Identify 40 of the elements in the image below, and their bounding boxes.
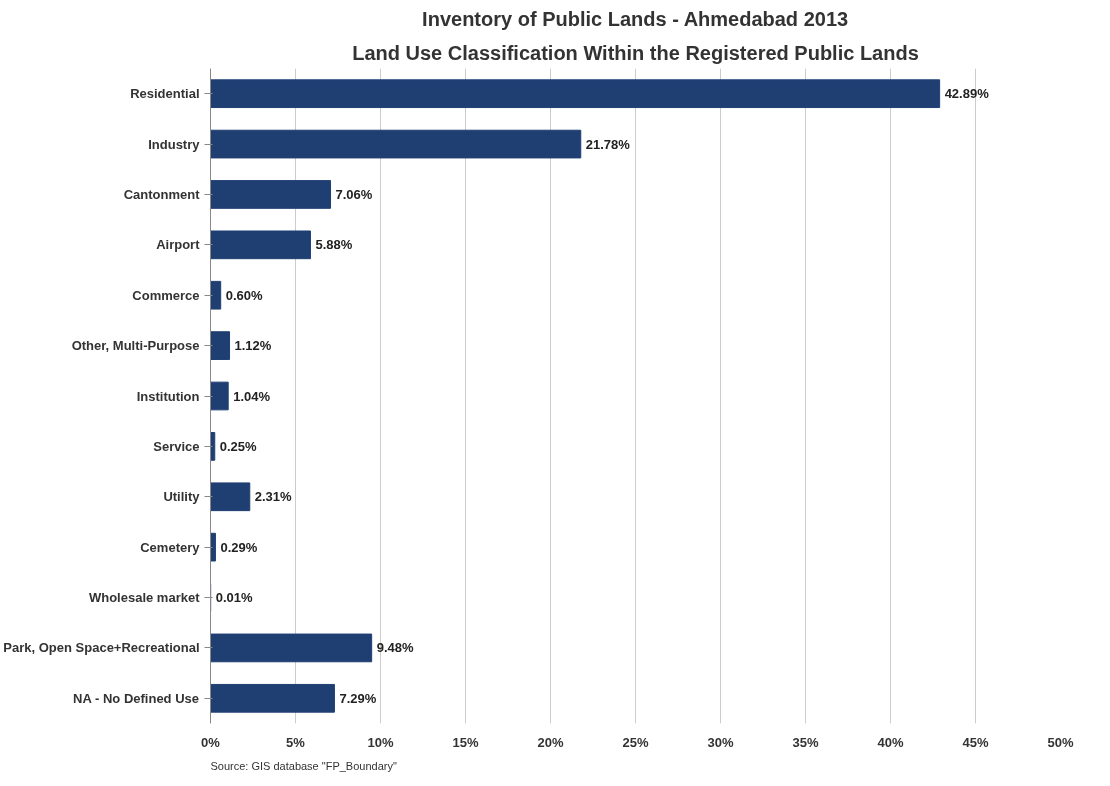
y-tick-label: Utility [163, 489, 201, 505]
x-tick-label: 30% [707, 734, 734, 750]
data-label: 21.78% [585, 136, 631, 152]
x-tick-label: 45% [962, 734, 989, 750]
data-label: 0.60% [225, 287, 263, 303]
y-tick-label: Park, Open Space+Recreational [3, 640, 200, 656]
data-label: 0.25% [219, 438, 258, 454]
y-tick-label: Cemetery [140, 539, 201, 555]
y-tick-label: Residential [130, 86, 200, 102]
y-tick-label: Industry [148, 136, 201, 152]
data-label: 7.29% [339, 690, 377, 706]
data-label: 1.12% [234, 338, 272, 354]
x-tick-label: 0% [201, 734, 221, 750]
y-tick-label: Other, Multi-Purpose [71, 338, 200, 354]
chart-title: Inventory of Public Lands - Ahmedabad 2013 [422, 7, 849, 30]
y-tick-label: NA - No Defined Use [73, 690, 200, 706]
x-tick-label: 50% [1047, 734, 1074, 750]
x-tick-label: 15% [452, 734, 479, 750]
data-label: 5.88% [315, 237, 353, 253]
y-tick-label: Service [153, 438, 200, 454]
x-tick-label: 5% [286, 734, 306, 750]
y-tick-label: Airport [156, 237, 201, 253]
source-note: Source: GIS database "FP_Boundary" [210, 759, 397, 772]
data-label: 42.89% [944, 86, 990, 102]
data-label: 9.48% [376, 640, 414, 656]
y-tick-label: Cantonment [123, 186, 201, 202]
data-label: 0.01% [215, 590, 253, 606]
y-tick-label: Commerce [132, 287, 200, 303]
x-tick-label: 25% [622, 734, 649, 750]
data-label: 2.31% [254, 489, 293, 505]
data-label: 1.04% [233, 388, 271, 404]
chart-subtitle: Land Use Classification Within the Registered Public Lands [352, 41, 919, 64]
y-tick-label: Institution [136, 388, 200, 404]
data-label: 0.29% [220, 539, 258, 555]
x-tick-label: 40% [877, 734, 904, 750]
data-label: 7.06% [335, 186, 373, 202]
x-tick-label: 35% [792, 734, 819, 750]
y-tick-label: Wholesale market [88, 590, 201, 606]
x-tick-label: 20% [537, 734, 564, 750]
x-tick-label: 10% [367, 734, 394, 750]
